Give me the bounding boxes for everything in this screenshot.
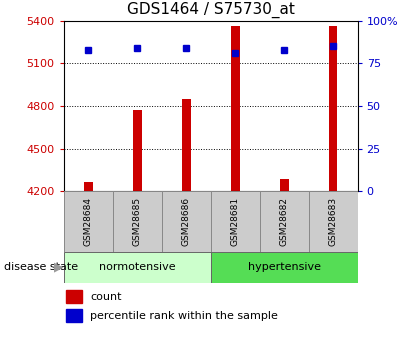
Text: ▶: ▶ [54, 261, 64, 274]
Bar [280, 179, 289, 191]
Bar [309, 191, 358, 252]
Bar [84, 181, 92, 191]
Text: GSM28681: GSM28681 [231, 197, 240, 246]
Bar [162, 191, 211, 252]
Text: GSM28685: GSM28685 [133, 197, 142, 246]
Text: GSM28686: GSM28686 [182, 197, 191, 246]
Text: disease state: disease state [4, 263, 78, 272]
Bar [64, 252, 210, 283]
Text: count: count [90, 292, 122, 302]
Bar [66, 290, 82, 304]
Text: GSM28682: GSM28682 [279, 197, 289, 246]
Bar [64, 191, 113, 252]
Bar [113, 191, 162, 252]
Text: hypertensive: hypertensive [247, 263, 321, 272]
Bar [211, 252, 358, 283]
Bar [182, 99, 191, 191]
Text: normotensive: normotensive [99, 263, 175, 272]
Text: GSM28684: GSM28684 [84, 197, 93, 246]
Bar [133, 110, 141, 191]
Bar [329, 27, 337, 191]
Text: GSM28683: GSM28683 [328, 197, 337, 246]
Bar [231, 27, 240, 191]
Bar [211, 191, 260, 252]
Bar [260, 191, 309, 252]
Bar [66, 309, 82, 322]
Text: percentile rank within the sample: percentile rank within the sample [90, 311, 278, 321]
Title: GDS1464 / S75730_at: GDS1464 / S75730_at [127, 2, 295, 18]
